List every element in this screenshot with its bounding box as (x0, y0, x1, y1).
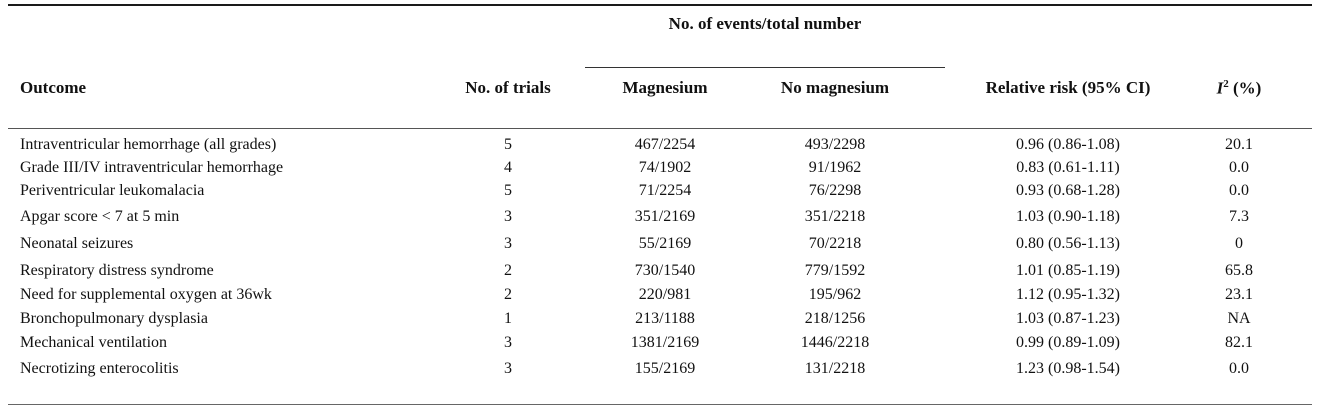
events-group-header: No. of events/total number (668, 14, 862, 33)
row-magnesium: 74/1902 (638, 159, 692, 176)
row-outcome: Bronchopulmonary dysplasia (20, 310, 208, 327)
table-row: Mechanical ventilation 3 1381/2169 1446/221… (8, 332, 1312, 354)
table-row: Apgar score < 7 at 5 min 3 351/2169 351/221… (8, 206, 1312, 228)
row-i-squared: 7.3 (1229, 208, 1249, 225)
header-i-squared: I2 (%) (1194, 78, 1284, 99)
outcomes-table: No. of events/total number Outcome No. o… (8, 4, 1312, 410)
row-i-squared: 82.1 (1225, 334, 1253, 351)
row-outcome: Periventricular leukomalacia (20, 182, 205, 199)
row-i-squared: 20.1 (1225, 136, 1253, 153)
events-group-rule (585, 67, 945, 68)
table-top-rule (8, 4, 1312, 6)
row-no-magnesium: 1446/2218 (800, 334, 870, 351)
header-trials: No. of trials (465, 78, 551, 97)
row-i-squared: 65.8 (1225, 262, 1253, 279)
row-magnesium: 467/2254 (634, 136, 696, 153)
table-row: Bronchopulmonary dysplasia 1 213/1188 218/1… (8, 308, 1312, 330)
row-i-squared: 0.0 (1229, 360, 1249, 377)
table-row: Respiratory distress syndrome 2 730/1540 77… (8, 260, 1312, 282)
row-trials: 1 (504, 310, 512, 327)
table-row: Intraventricular hemorrhage (all grades)… (8, 134, 1312, 156)
i2-superscript: 2 (1223, 78, 1229, 90)
table-row: Need for supplemental oxygen at 36wk 2 220… (8, 284, 1312, 306)
row-relative-risk: 1.03 (0.90-1.18) (1016, 208, 1120, 225)
row-trials: 2 (504, 286, 512, 303)
row-no-magnesium: 70/2218 (808, 235, 862, 252)
row-i-squared: 23.1 (1225, 286, 1253, 303)
header-outcome: Outcome (20, 78, 87, 97)
row-magnesium: 351/2169 (634, 208, 696, 225)
row-relative-risk: 1.01 (0.85-1.19) (1016, 262, 1120, 279)
row-outcome: Respiratory distress syndrome (20, 262, 214, 279)
row-relative-risk: 0.80 (0.56-1.13) (1016, 235, 1120, 252)
row-relative-risk: 1.12 (0.95-1.32) (1016, 286, 1120, 303)
row-magnesium: 155/2169 (634, 360, 696, 377)
row-outcome: Mechanical ventilation (20, 334, 168, 351)
table-row: Neonatal seizures 3 55/2169 70/2218 0.80 (0.… (8, 233, 1312, 255)
row-no-magnesium: 195/962 (808, 286, 862, 303)
row-trials: 5 (504, 182, 512, 199)
table-row: Periventricular leukomalacia 5 71/2254 76/2… (8, 180, 1312, 202)
row-magnesium: 220/981 (638, 286, 692, 303)
row-magnesium: 71/2254 (638, 182, 692, 199)
row-outcome: Necrotizing enterocolitis (20, 360, 179, 377)
row-outcome: Intraventricular hemorrhage (all grades) (20, 136, 277, 153)
row-trials: 3 (504, 208, 512, 225)
row-relative-risk: 1.03 (0.87-1.23) (1016, 310, 1120, 327)
i2-unit: (%) (1228, 78, 1262, 98)
header-relative-risk: Relative risk (95% CI) (985, 78, 1151, 97)
row-magnesium: 730/1540 (634, 262, 696, 279)
row-outcome: Neonatal seizures (20, 235, 134, 252)
row-no-magnesium: 493/2298 (804, 136, 866, 153)
row-trials: 5 (504, 136, 512, 153)
table-bottom-rule (8, 404, 1312, 405)
row-i-squared: 0 (1235, 235, 1243, 252)
row-trials: 4 (504, 159, 512, 176)
row-no-magnesium: 91/1962 (808, 159, 862, 176)
row-trials: 2 (504, 262, 512, 279)
row-outcome: Apgar score < 7 at 5 min (20, 208, 180, 225)
row-relative-risk: 1.23 (0.98-1.54) (1016, 360, 1120, 377)
row-trials: 3 (504, 360, 512, 377)
row-i-squared: 0.0 (1229, 182, 1249, 199)
row-i-squared: 0.0 (1229, 159, 1249, 176)
row-relative-risk: 0.96 (0.86-1.08) (1016, 136, 1120, 153)
row-no-magnesium: 351/2218 (804, 208, 866, 225)
row-relative-risk: 0.93 (0.68-1.28) (1016, 182, 1120, 199)
row-outcome: Grade III/IV intraventricular hemorrhage (20, 159, 284, 176)
row-no-magnesium: 218/1256 (804, 310, 866, 327)
table-header-rule (8, 128, 1312, 129)
row-no-magnesium: 76/2298 (808, 182, 862, 199)
table-row: Grade III/IV intraventricular hemorrhage… (8, 157, 1312, 179)
row-relative-risk: 0.83 (0.61-1.11) (1016, 159, 1120, 176)
row-magnesium: 1381/2169 (630, 334, 700, 351)
row-no-magnesium: 779/1592 (804, 262, 866, 279)
header-magnesium: Magnesium (622, 78, 708, 97)
row-outcome: Need for supplemental oxygen at 36wk (20, 286, 272, 303)
table-row: Necrotizing enterocolitis 3 155/2169 131/22… (8, 358, 1312, 380)
i2-symbol: I (1216, 78, 1224, 98)
row-i-squared: NA (1227, 310, 1251, 327)
row-trials: 3 (504, 334, 512, 351)
header-no-magnesium: No magnesium (780, 78, 890, 97)
row-magnesium: 55/2169 (638, 235, 692, 252)
row-trials: 3 (504, 235, 512, 252)
row-relative-risk: 0.99 (0.89-1.09) (1016, 334, 1120, 351)
row-no-magnesium: 131/2218 (804, 360, 866, 377)
row-magnesium: 213/1188 (635, 310, 695, 327)
